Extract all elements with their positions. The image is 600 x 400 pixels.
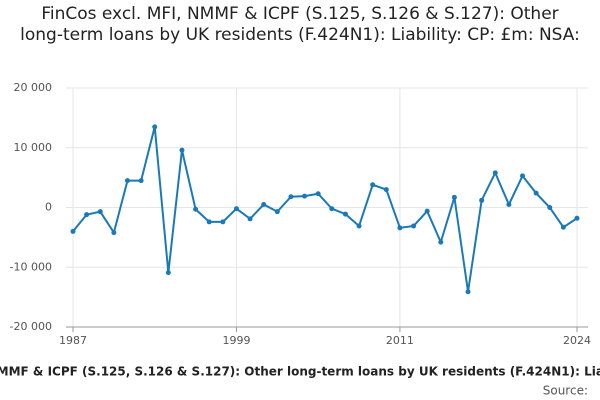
point <box>383 187 389 193</box>
y-tick-label: 20 000 <box>14 81 53 94</box>
point <box>138 178 144 184</box>
point <box>329 206 335 212</box>
point <box>451 194 457 200</box>
point <box>411 223 417 229</box>
point <box>70 228 76 234</box>
point <box>438 239 444 245</box>
point <box>520 173 526 179</box>
x-tick-label: 2011 <box>386 334 414 347</box>
y-tick-label: -10 000 <box>10 260 52 273</box>
point <box>274 209 280 215</box>
point <box>547 205 553 210</box>
point <box>233 206 239 212</box>
point <box>84 212 90 218</box>
y-tick-label: 10 000 <box>14 141 53 154</box>
point <box>97 209 103 215</box>
point <box>533 190 539 196</box>
point <box>465 289 471 295</box>
point <box>247 216 253 222</box>
point <box>261 202 267 208</box>
point <box>574 215 580 221</box>
point <box>397 225 403 231</box>
point <box>356 223 362 229</box>
point <box>342 211 348 217</box>
point <box>193 206 199 212</box>
point <box>179 147 185 153</box>
point <box>424 208 430 214</box>
x-tick-label: 1987 <box>59 334 87 347</box>
legend-label: FinCos excl. MFI, NMMF & ICPF (S.125, S.… <box>0 365 600 379</box>
point <box>560 224 566 230</box>
x-tick-label: 2024 <box>563 334 591 347</box>
point <box>220 219 226 225</box>
point <box>302 193 308 199</box>
chart-title: FinCos excl. MFI, NMMF & ICPF (S.125, S.… <box>20 4 580 45</box>
x-tick-label: 1999 <box>222 334 250 347</box>
point <box>111 230 117 236</box>
point <box>479 197 485 203</box>
point <box>152 124 158 130</box>
point <box>288 194 294 200</box>
line <box>72 126 578 292</box>
point <box>506 202 512 208</box>
point <box>124 178 130 184</box>
point <box>206 219 212 225</box>
point <box>492 170 498 176</box>
source: Source: <box>543 384 588 398</box>
y-tick-label: -20 000 <box>10 320 52 333</box>
y-tick-label: 0 <box>45 201 52 214</box>
point <box>165 270 171 276</box>
point <box>315 191 321 197</box>
point <box>370 182 376 188</box>
